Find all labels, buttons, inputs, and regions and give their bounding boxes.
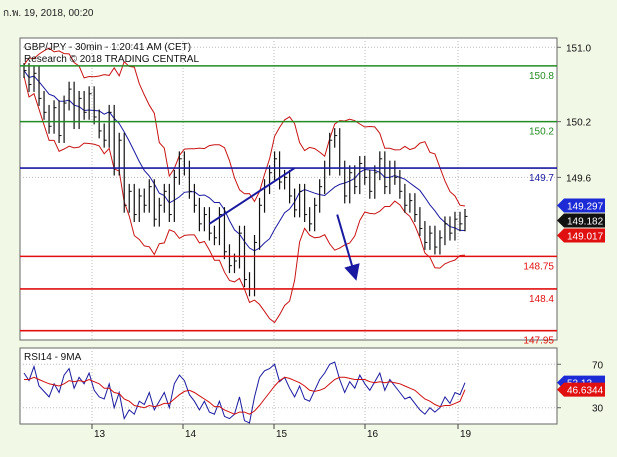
- x-tick-label: 14: [185, 429, 197, 440]
- rsi-ma-line: [24, 376, 466, 415]
- level-label: 150.2: [529, 127, 554, 138]
- price-panel: [19, 37, 558, 341]
- header-date: ก.พ. 19, 2018, 00:20: [3, 8, 94, 19]
- badge-shape: [557, 198, 605, 213]
- price-badge: 149.297: [557, 198, 605, 213]
- badge-label: 149.297: [567, 202, 604, 213]
- rsi-tick-label: 70: [592, 360, 604, 371]
- level-label: 148.75: [523, 261, 554, 272]
- price-badge: 149.017: [557, 228, 605, 243]
- chart-title: GBP/JPY - 30min - 1:20:41 AM (CET): [24, 42, 191, 53]
- x-tick-label: 16: [367, 429, 379, 440]
- level-label: 148.4: [529, 294, 554, 305]
- chart-subtitle: Research © 2018 TRADING CENTRAL: [24, 54, 199, 65]
- rsi-tick-label: 30: [592, 404, 604, 415]
- badge-shape: [557, 213, 605, 228]
- level-label: 149.7: [529, 173, 554, 184]
- forecast-arrow: [336, 214, 360, 281]
- bollinger-upper-band: [23, 47, 466, 207]
- rsi-title: RSI14 - 9MA: [24, 352, 82, 363]
- x-tick-label: 19: [460, 429, 472, 440]
- price-tick-label: 151.0: [566, 43, 591, 54]
- badge-label: 149.017: [567, 232, 604, 243]
- price-tick-label: 150.2: [566, 118, 591, 129]
- rsi-badge: 46.6344: [557, 382, 605, 397]
- x-tick-label: 15: [276, 429, 288, 440]
- trendline: [208, 167, 296, 225]
- badge-label: 149.182: [567, 217, 604, 228]
- badge-label: 46.6344: [567, 386, 604, 397]
- level-label: 147.95: [523, 336, 554, 347]
- level-label: 150.8: [529, 71, 554, 82]
- badge-shape: [557, 382, 605, 397]
- badge-shape: [557, 228, 605, 243]
- x-tick-label: 13: [94, 429, 106, 440]
- price-badge: 149.182: [557, 213, 605, 228]
- price-tick-label: 149.6: [566, 173, 591, 184]
